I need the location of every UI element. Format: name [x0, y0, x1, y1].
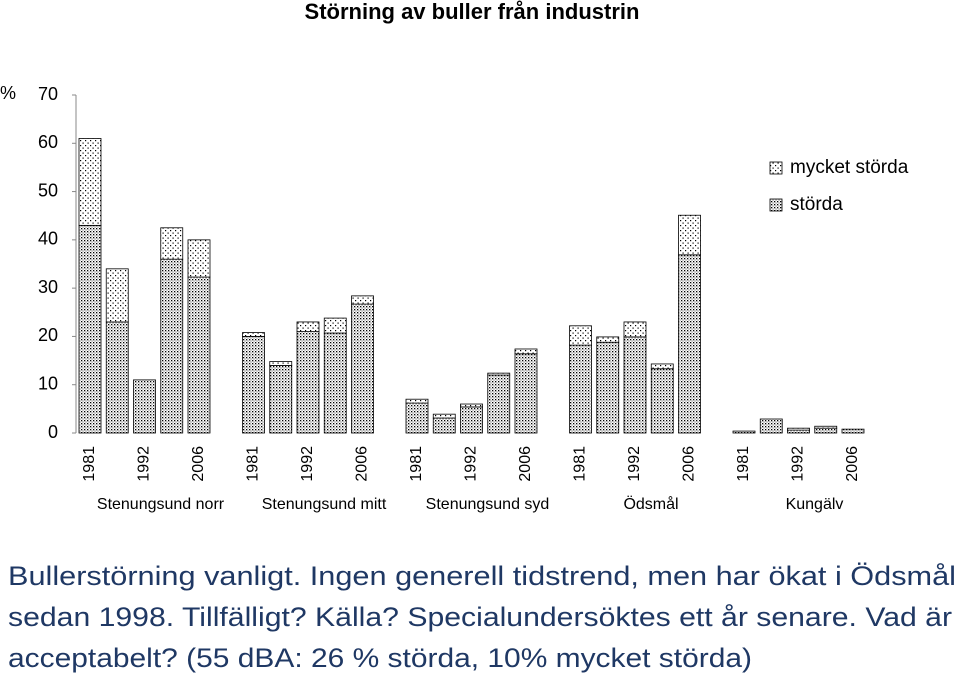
y-tick-label: 20 [38, 325, 58, 345]
bar-segment [351, 295, 374, 305]
bar-segment [623, 321, 647, 338]
x-tick-label: 2006 [517, 446, 534, 482]
x-tick-label: 1992 [626, 446, 643, 482]
x-tick-label: 1981 [408, 446, 425, 482]
bar-segment [78, 138, 102, 226]
y-tick-label: 40 [38, 229, 58, 249]
x-tick-label: 1981 [735, 446, 752, 482]
bar-segment [596, 336, 620, 343]
group-label: Stenungsund syd [426, 496, 550, 513]
x-tick-label: 2006 [354, 446, 371, 482]
bar-segment [133, 379, 156, 434]
bar-segment [787, 427, 810, 431]
bar-segment [323, 332, 347, 434]
note-line: acceptabelt? (55 dBA: 26 % störda, 10% m… [8, 643, 752, 673]
bar-segment [487, 374, 511, 434]
bar-segment [460, 406, 483, 434]
x-tick-label: 1992 [463, 446, 480, 482]
y-tick-label: 10 [38, 373, 58, 393]
bar-segment [814, 427, 838, 434]
y-tick-label: 50 [38, 180, 58, 200]
bar-segment [569, 344, 592, 434]
bar-segment [623, 336, 647, 434]
bar-segment [650, 363, 674, 370]
bar-segment [678, 254, 701, 434]
bar-segment [569, 325, 592, 346]
bar-segment [269, 364, 293, 434]
y-tick-label: 70 [38, 84, 58, 104]
bar-segment [78, 224, 102, 434]
x-tick-label: 1981 [572, 446, 589, 482]
bar-segment [787, 429, 810, 434]
bar-segment [841, 428, 865, 434]
group-label: Kungälv [786, 496, 844, 513]
bar-segment [678, 214, 701, 256]
bar-segment [296, 331, 320, 434]
x-tick-label: 1981 [245, 446, 262, 482]
bar-segment [405, 402, 429, 434]
legend-swatch [769, 198, 783, 212]
bar-segment [514, 348, 538, 355]
legend-swatch [769, 161, 783, 175]
chart-title: Störning av buller från industrin [305, 0, 640, 24]
legend-label: mycket störda [790, 157, 909, 178]
x-tick-label: 2006 [681, 446, 698, 482]
x-tick-label: 1992 [790, 446, 807, 482]
group-label: Ödsmål [623, 495, 678, 513]
bar-segment [105, 321, 129, 434]
bar-segment [487, 372, 511, 376]
x-tick-label: 2006 [844, 446, 861, 482]
bar-segment [650, 368, 674, 434]
legend-label: störda [790, 194, 843, 215]
bar-segment [269, 361, 293, 366]
bar-segment [759, 418, 783, 434]
bar-segment [732, 430, 756, 434]
bar-segment [160, 227, 184, 260]
note-line: Bullerstörning vanligt. Ingen generell t… [8, 561, 956, 591]
bar-segment [514, 353, 538, 434]
group-label: Stenungsund norr [97, 496, 225, 513]
x-tick-label: 1992 [136, 446, 153, 482]
note-line: sedan 1998. Tillfälligt? Källa? Specialu… [8, 602, 952, 632]
x-tick-label: 1992 [299, 446, 316, 482]
bar-segment [187, 276, 211, 434]
y-tick-label: 60 [38, 132, 58, 152]
x-tick-label: 2006 [190, 446, 207, 482]
bar-segment [351, 303, 374, 434]
bar-segment [432, 413, 456, 419]
group-label: Stenungsund mitt [262, 496, 387, 513]
bar-segment [242, 332, 265, 337]
bar-segment [242, 336, 265, 434]
bar-segment [405, 398, 429, 404]
bar-segment [296, 321, 320, 333]
bar-segment [160, 258, 184, 434]
bar-segment [460, 403, 483, 408]
y-tick-label: 0 [48, 422, 58, 442]
bar-segment [814, 425, 838, 429]
y-tick-label: 30 [38, 277, 58, 297]
bar-segment [105, 268, 129, 323]
bar-segment [187, 239, 211, 278]
bar-segment [432, 417, 456, 434]
bar-segment [323, 317, 347, 334]
bar-segment [596, 341, 620, 434]
y-axis-label: % [0, 83, 16, 103]
x-tick-label: 1981 [81, 446, 98, 482]
